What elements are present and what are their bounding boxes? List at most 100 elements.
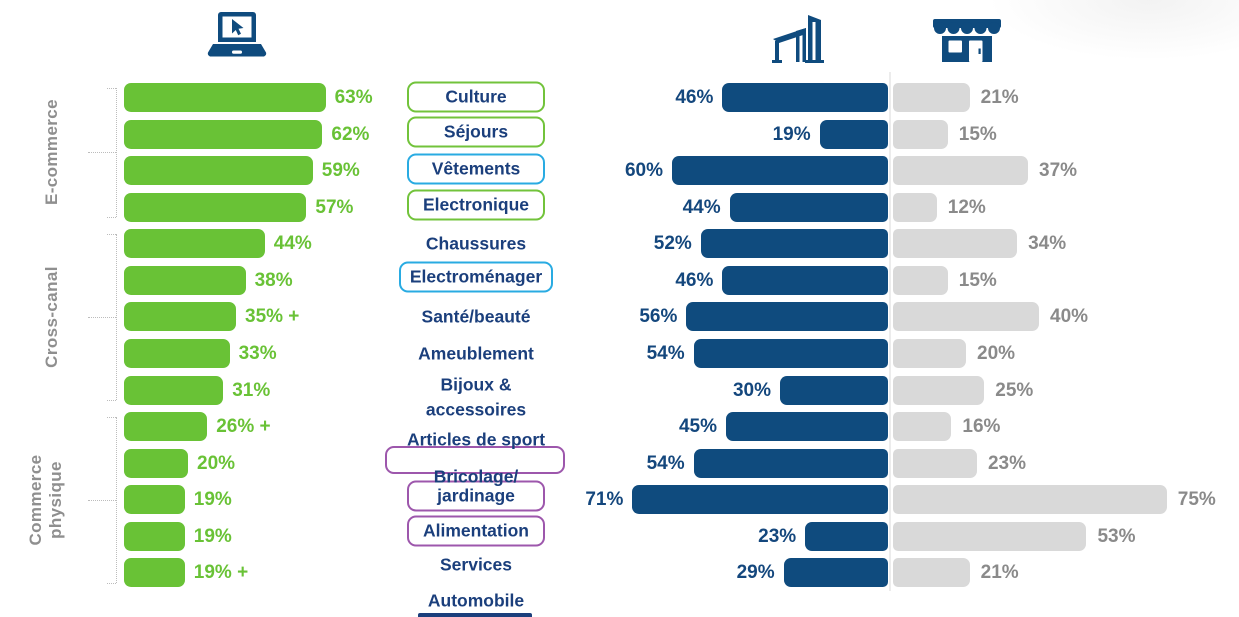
ecommerce-value: 33% <box>238 342 277 364</box>
center-divider <box>889 72 891 591</box>
retail-bar <box>729 192 888 222</box>
store-value: 37% <box>1039 160 1078 182</box>
group-bracket-tick <box>107 233 116 235</box>
group-bracket-tick <box>107 87 116 89</box>
group-bracket-connector <box>88 499 116 501</box>
store-bar <box>893 521 1087 551</box>
group-bracket-line <box>116 233 117 401</box>
store-value: 20% <box>977 342 1016 364</box>
group-label-line: Commerce <box>25 454 45 546</box>
ecommerce-bar <box>124 83 326 112</box>
retail-bar <box>693 448 888 478</box>
retail-value: 23% <box>758 525 797 547</box>
ecommerce-value: 20% <box>197 452 236 474</box>
retail-bar <box>700 229 888 259</box>
store-bar <box>893 448 977 478</box>
cropped-text-fragment <box>418 613 532 617</box>
category-label: Electroménager <box>409 266 543 287</box>
retail-bar <box>726 412 888 442</box>
category-label: Automobile <box>427 590 525 611</box>
retail-value: 19% <box>772 123 811 145</box>
group-bracket-connector <box>88 316 116 318</box>
ecommerce-value: 26% + <box>216 416 271 438</box>
category-highlight-box <box>407 480 545 512</box>
group-label-commerce-physique: Commerce physique <box>26 454 66 545</box>
retail-bar <box>632 485 888 515</box>
retail-value: 30% <box>732 379 771 401</box>
ecommerce-bar <box>124 119 323 149</box>
category-label: Services <box>439 554 513 575</box>
store-value: 23% <box>987 452 1026 474</box>
category-label: Chaussures <box>425 233 527 254</box>
store-bar <box>893 83 970 112</box>
ecommerce-bar <box>124 375 224 405</box>
store-value: 75% <box>1177 489 1216 511</box>
ecommerce-value: 19% + <box>193 562 249 584</box>
category-label-line1: Bijoux & <box>440 374 512 395</box>
category-highlight-box <box>399 261 553 293</box>
ecommerce-value: 57% <box>315 196 354 218</box>
retail-bar <box>686 302 888 332</box>
group-bracket-line <box>116 416 117 583</box>
category-highlight-box <box>407 116 545 148</box>
retail-value: 44% <box>682 196 721 218</box>
retail-value: 71% <box>585 489 624 511</box>
ecommerce-value: 44% <box>273 233 312 255</box>
store-bar <box>893 485 1167 515</box>
store-bar <box>893 156 1029 186</box>
store-bar <box>893 302 1039 332</box>
retail-value: 54% <box>646 452 685 474</box>
retail-bar <box>672 156 888 186</box>
retail-value: 52% <box>653 233 692 255</box>
category-label: Culture <box>445 86 507 107</box>
category-label: Vêtements <box>431 158 521 179</box>
store-bar <box>893 265 948 295</box>
ecommerce-bar <box>124 265 246 295</box>
store-bar <box>893 119 948 149</box>
ecommerce-bar <box>124 192 307 222</box>
group-label-line: Cross-canal <box>41 266 61 368</box>
category-highlight-box <box>407 153 545 185</box>
category-label-line1: Bricolage/ <box>433 466 519 487</box>
group-label-line: physique <box>46 460 65 539</box>
store-bar <box>893 192 937 222</box>
ecommerce-bar <box>124 338 230 368</box>
category-highlight-box <box>407 515 545 547</box>
ecommerce-bar <box>124 558 185 588</box>
category-highlight-box <box>407 189 545 221</box>
retail-value: 46% <box>675 269 714 291</box>
group-bracket-tick <box>107 582 116 584</box>
store-value: 15% <box>958 123 997 145</box>
group-bracket-tick <box>107 217 116 219</box>
store-bar <box>893 558 970 588</box>
group-label-cross-canal: Cross-canal <box>42 266 62 368</box>
ecommerce-value: 62% <box>331 123 370 145</box>
category-label: Ameublement <box>418 343 534 364</box>
group-label-e-commerce: E-commerce <box>42 99 62 205</box>
category-label: Santé/beauté <box>421 306 531 327</box>
retail-bar <box>722 265 888 295</box>
retail-bar <box>783 558 888 588</box>
group-bracket-tick <box>107 416 116 418</box>
ecommerce-bar <box>124 521 185 551</box>
group-bracket-tick <box>107 400 116 402</box>
category-label: Alimentation <box>423 520 529 541</box>
store-value: 53% <box>1097 525 1136 547</box>
store-bar <box>893 375 985 405</box>
store-value: 16% <box>962 416 1001 438</box>
laptop-cursor-icon <box>207 12 267 57</box>
corner-shading <box>989 0 1239 60</box>
retail-value: 56% <box>639 306 678 328</box>
retail-value: 54% <box>646 342 685 364</box>
ecommerce-bar <box>124 412 208 442</box>
store-bar <box>893 229 1018 259</box>
ecommerce-value: 35% + <box>245 306 300 328</box>
retail-value: 29% <box>736 562 775 584</box>
store-bar <box>893 412 952 442</box>
ecommerce-value: 19% <box>193 525 232 547</box>
retail-bar <box>780 375 888 405</box>
retail-value: 60% <box>624 160 663 182</box>
ecommerce-bar <box>124 485 185 515</box>
ecommerce-bar <box>124 156 313 186</box>
category-label-line2: jardinage <box>437 485 515 506</box>
